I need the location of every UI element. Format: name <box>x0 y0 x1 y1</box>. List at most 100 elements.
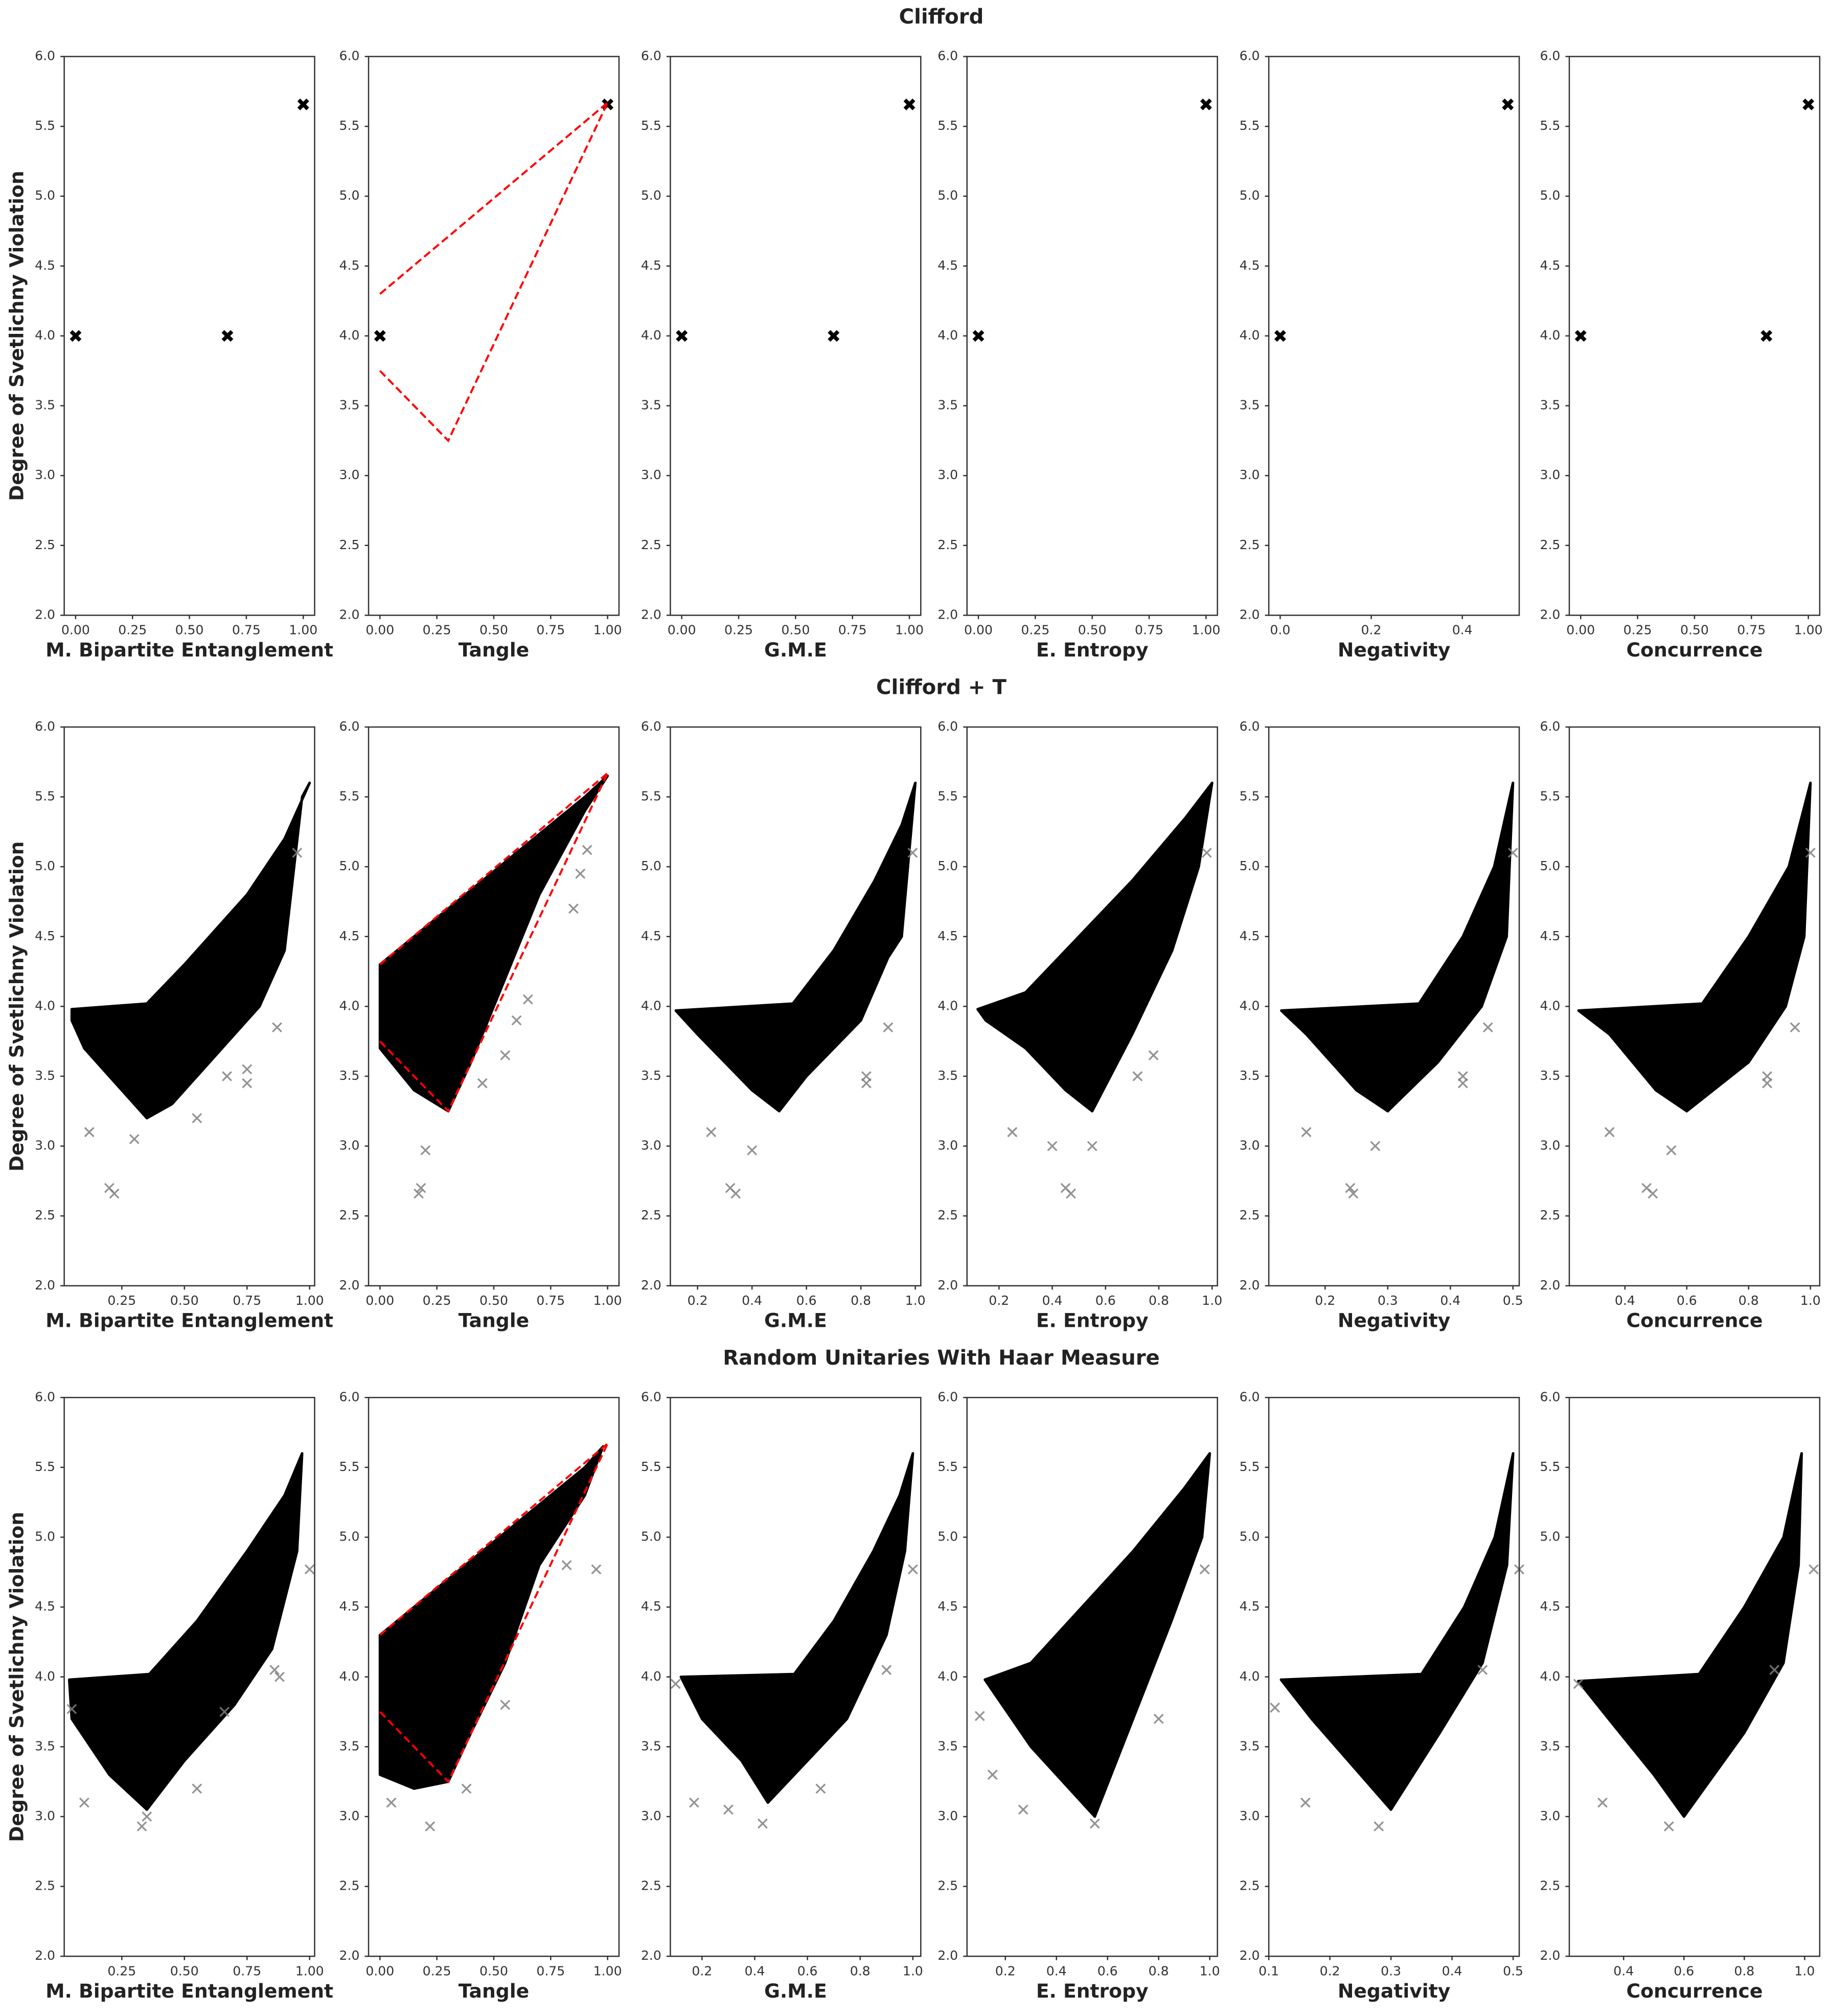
x-axis-label: M. Bipartite Entanglement <box>45 1309 333 1332</box>
x-tick-label: 0.8 <box>851 1293 871 1308</box>
y-tick-label: 3.0 <box>937 1138 958 1153</box>
x-tick-label: 1.0 <box>1202 1293 1222 1308</box>
y-tick-label: 4.5 <box>35 258 55 273</box>
x-tick-label: 1.0 <box>1794 1963 1815 1978</box>
point <box>815 1783 826 1794</box>
y-tick-label: 6.0 <box>1540 719 1560 734</box>
point-cloud <box>1577 781 1812 1113</box>
y-tick-label: 5.0 <box>937 858 958 873</box>
point <box>1604 1127 1615 1138</box>
point <box>522 994 533 1005</box>
y-tick-label: 4.0 <box>339 1669 360 1684</box>
y-tick-label: 5.0 <box>339 858 360 873</box>
x-axis-label: Negativity <box>1338 1980 1450 2002</box>
y-tick-label: 2.5 <box>1240 537 1260 552</box>
y-tick-label: 4.5 <box>1540 928 1560 943</box>
point <box>1274 330 1286 342</box>
point-cloud <box>983 1452 1211 1818</box>
y-tick-label: 4.5 <box>35 1599 55 1614</box>
x-tick-label: 0.4 <box>1613 1963 1634 1978</box>
x-tick-label: 0.4 <box>1452 623 1473 638</box>
y-tick-label: 2.5 <box>641 1208 661 1222</box>
y-tick-label: 3.0 <box>35 1808 55 1823</box>
y-axis-label: Degree of Svetlichny Violation <box>6 1512 28 1842</box>
x-tick-label: 0.25 <box>423 1963 451 1978</box>
x-tick-label: 1.0 <box>1800 1293 1821 1308</box>
point <box>70 330 82 342</box>
x-tick-label: 0.00 <box>365 623 394 638</box>
y-tick-label: 2.0 <box>937 607 958 622</box>
x-axis-label: Tangle <box>459 639 530 661</box>
y-tick-label: 3.0 <box>339 467 360 482</box>
x-axis-label: G.M.E <box>764 1980 827 2002</box>
x-tick-label: 0.4 <box>1615 1293 1635 1308</box>
y-tick-label: 6.0 <box>641 1389 661 1404</box>
y-tick-label: 2.0 <box>641 1948 661 1963</box>
x-axis-label: Concurrence <box>1626 1309 1763 1332</box>
x-tick-label: 1.00 <box>1192 623 1220 638</box>
plot-frame <box>966 56 1218 616</box>
y-tick-label: 3.5 <box>35 398 55 413</box>
y-tick-label: 5.0 <box>35 858 55 873</box>
y-tick-label: 6.0 <box>641 719 661 734</box>
y-tick-label: 6.0 <box>1240 719 1260 734</box>
point <box>425 1821 436 1832</box>
point-cloud <box>378 1445 605 1790</box>
point <box>1300 1797 1311 1808</box>
point <box>1762 1078 1773 1089</box>
x-axis-label: Concurrence <box>1626 639 1763 661</box>
plot-frame <box>1568 726 1821 1287</box>
y-tick-label: 3.5 <box>937 1068 958 1083</box>
y-tick-label: 5.0 <box>641 858 661 873</box>
x-axis-label: G.M.E <box>764 639 827 661</box>
y-tick-label: 5.5 <box>1540 789 1560 804</box>
point <box>1760 330 1773 342</box>
y-tick-label: 5.5 <box>937 1459 958 1474</box>
x-axis-label: Negativity <box>1338 1309 1450 1332</box>
x-tick-label: 0.6 <box>1677 1293 1697 1308</box>
point <box>297 98 309 110</box>
x-tick-label: 0.8 <box>1738 1293 1759 1308</box>
y-tick-label: 2.5 <box>937 1208 958 1222</box>
point <box>591 1564 602 1575</box>
x-tick-label: 0.50 <box>170 1293 199 1308</box>
point <box>723 1804 734 1815</box>
point <box>1574 330 1587 342</box>
x-tick-label: 0.50 <box>479 1293 508 1308</box>
y-tick-label: 4.5 <box>339 258 360 273</box>
point <box>1790 1022 1800 1033</box>
plot-frame <box>966 726 1218 1287</box>
y-tick-label: 2.0 <box>35 1948 55 1963</box>
point <box>1007 1127 1018 1138</box>
point <box>747 1145 758 1156</box>
y-tick-label: 4.0 <box>1240 1669 1260 1684</box>
y-tick-label: 4.5 <box>937 1599 958 1614</box>
y-tick-label: 5.5 <box>937 118 958 133</box>
x-tick-label: 0.25 <box>423 623 451 638</box>
y-tick-label: 2.5 <box>35 537 55 552</box>
x-tick-label: 0.6 <box>797 1963 818 1978</box>
x-tick-label: 0.50 <box>1680 623 1709 638</box>
point <box>1374 1821 1384 1832</box>
x-tick-label: 0.75 <box>838 623 867 638</box>
point <box>903 98 916 110</box>
point <box>1507 847 1518 858</box>
point <box>272 1022 282 1033</box>
y-tick-label: 2.0 <box>1540 607 1560 622</box>
x-tick-label: 1.00 <box>289 623 317 638</box>
x-tick-label: 0.6 <box>1095 1293 1116 1308</box>
y-tick-label: 2.0 <box>937 1278 958 1293</box>
y-tick-label: 3.5 <box>35 1738 55 1753</box>
x-tick-label: 0.8 <box>1734 1963 1754 1978</box>
point <box>974 1711 985 1721</box>
y-tick-label: 2.5 <box>641 537 661 552</box>
point <box>881 1665 892 1675</box>
x-tick-label: 0.25 <box>118 623 147 638</box>
plot-frame <box>63 56 315 616</box>
point <box>274 1671 285 1682</box>
x-tick-label: 0.75 <box>536 1963 565 1978</box>
y-tick-label: 3.0 <box>641 467 661 482</box>
x-tick-label: 0.4 <box>1442 1963 1462 1978</box>
fit-line <box>379 102 609 443</box>
point <box>477 1078 488 1089</box>
